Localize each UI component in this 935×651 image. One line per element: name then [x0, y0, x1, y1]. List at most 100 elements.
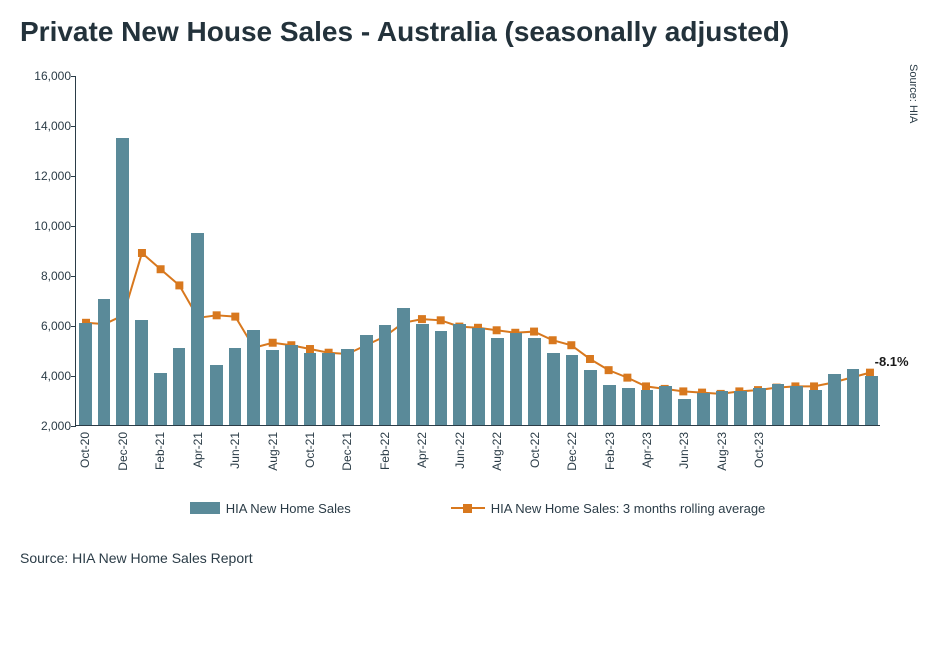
bar — [584, 370, 597, 425]
bar — [135, 320, 148, 425]
y-tick-mark — [71, 376, 76, 377]
bar — [772, 384, 785, 425]
bar — [210, 365, 223, 425]
y-tick-label: 10,000 — [26, 219, 71, 233]
bar — [491, 338, 504, 426]
bar — [98, 299, 111, 425]
x-tick-label: Dec-21 — [340, 432, 354, 471]
x-tick-label: Oct-22 — [528, 432, 542, 468]
bar — [341, 349, 354, 425]
bar — [678, 399, 691, 425]
x-tick-label: Oct-21 — [303, 432, 317, 468]
x-tick-label: Oct-20 — [78, 432, 92, 468]
bar — [191, 233, 204, 426]
y-tick-mark — [71, 126, 76, 127]
line-marker — [530, 328, 538, 336]
y-tick-label: 16,000 — [26, 69, 71, 83]
x-tick-label: Jun-23 — [677, 432, 691, 469]
bar — [809, 390, 822, 425]
legend-line-swatch — [451, 501, 485, 515]
bar — [416, 324, 429, 425]
footer-source: Source: HIA New Home Sales Report — [20, 550, 915, 566]
source-vertical-label: Source: HIA — [907, 64, 919, 123]
bar — [304, 353, 317, 426]
line-marker — [586, 355, 594, 363]
y-tick-label: 2,000 — [26, 419, 71, 433]
bar — [322, 353, 335, 426]
x-tick-label: Aug-23 — [715, 432, 729, 471]
y-tick-mark — [71, 176, 76, 177]
legend-item-line: HIA New Home Sales: 3 months rolling ave… — [451, 501, 766, 516]
bar — [79, 323, 92, 426]
line-marker — [175, 282, 183, 290]
bar — [510, 333, 523, 426]
y-tick-label: 8,000 — [26, 269, 71, 283]
bar — [716, 391, 729, 425]
bar — [622, 388, 635, 426]
line-marker — [549, 336, 557, 344]
x-tick-label: Dec-20 — [116, 432, 130, 471]
bar — [247, 330, 260, 425]
bar — [865, 376, 878, 425]
line-marker — [567, 341, 575, 349]
bar — [828, 374, 841, 425]
page-title: Private New House Sales - Australia (sea… — [20, 16, 915, 48]
y-tick-mark — [71, 276, 76, 277]
x-tick-label: Feb-23 — [603, 432, 617, 470]
x-tick-label: Jun-21 — [228, 432, 242, 469]
y-tick-label: 6,000 — [26, 319, 71, 333]
line-marker — [623, 374, 631, 382]
line-marker — [679, 388, 687, 396]
chart-container: Source: HIA 2,0004,0006,0008,00010,00012… — [20, 64, 915, 544]
bar — [379, 325, 392, 425]
bar — [154, 373, 167, 426]
bar — [847, 369, 860, 425]
y-tick-label: 4,000 — [26, 369, 71, 383]
x-tick-label: Apr-22 — [415, 432, 429, 468]
bar — [641, 390, 654, 425]
bar — [266, 350, 279, 425]
bar — [528, 338, 541, 426]
y-tick-label: 12,000 — [26, 169, 71, 183]
bar — [659, 386, 672, 425]
bar — [453, 324, 466, 425]
line-marker — [437, 316, 445, 324]
bar — [603, 385, 616, 425]
x-tick-label: Aug-21 — [266, 432, 280, 471]
line-marker — [418, 315, 426, 323]
x-tick-label: Feb-22 — [378, 432, 392, 470]
x-tick-label: Dec-22 — [565, 432, 579, 471]
plot-area: 2,0004,0006,0008,00010,00012,00014,00016… — [75, 76, 880, 426]
annotation-label: -8.1% — [875, 354, 909, 369]
bar — [285, 345, 298, 425]
line-marker — [157, 265, 165, 273]
x-tick-label: Oct-23 — [752, 432, 766, 468]
bar — [397, 308, 410, 426]
legend-bar-swatch — [190, 502, 220, 514]
bar — [435, 331, 448, 425]
legend: HIA New Home Sales HIA New Home Sales: 3… — [75, 496, 880, 520]
y-tick-mark — [71, 426, 76, 427]
x-tick-label: Feb-21 — [153, 432, 167, 470]
bar — [472, 328, 485, 426]
line-marker — [493, 326, 501, 334]
y-tick-mark — [71, 226, 76, 227]
line-marker — [138, 249, 146, 257]
bar — [734, 391, 747, 425]
y-tick-mark — [71, 76, 76, 77]
legend-item-bars: HIA New Home Sales — [190, 501, 351, 516]
y-tick-label: 14,000 — [26, 119, 71, 133]
bar — [753, 388, 766, 426]
line-marker — [269, 339, 277, 347]
line-marker — [605, 366, 613, 374]
line-marker — [213, 312, 221, 320]
x-tick-label: Apr-23 — [640, 432, 654, 468]
bar — [697, 393, 710, 426]
bar — [547, 353, 560, 426]
bar — [173, 348, 186, 426]
line-marker — [231, 313, 239, 321]
x-tick-label: Jun-22 — [453, 432, 467, 469]
x-tick-label: Aug-22 — [490, 432, 504, 471]
bar — [566, 355, 579, 425]
legend-line-label: HIA New Home Sales: 3 months rolling ave… — [491, 501, 766, 516]
